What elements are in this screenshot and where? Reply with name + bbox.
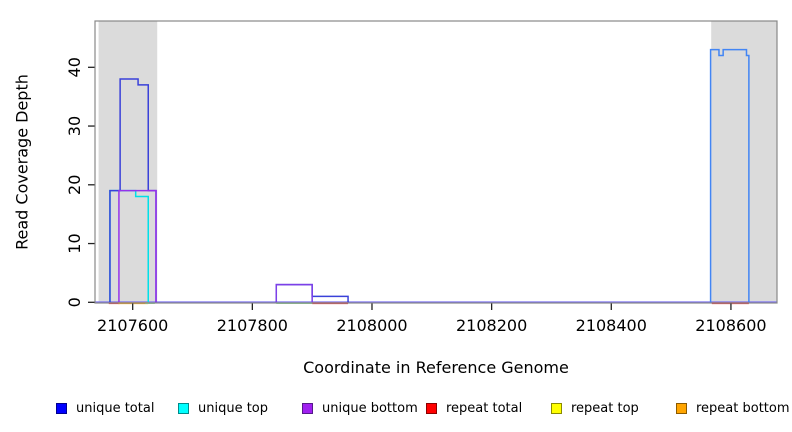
legend-item-repeat-top: repeat top xyxy=(551,399,639,417)
legend-label: repeat bottom xyxy=(696,400,790,416)
legend-item-repeat-total: repeat total xyxy=(426,399,522,417)
plot-box xyxy=(94,20,778,304)
series-line-unique-bottom xyxy=(275,283,313,303)
legend-label: unique total xyxy=(76,400,155,416)
legend-item-unique-total: unique total xyxy=(56,399,154,417)
x-tick-label: 2108200 xyxy=(456,316,527,335)
legend-label: repeat total xyxy=(446,400,523,416)
y-tick-label: 0 xyxy=(65,297,84,307)
highlight-region xyxy=(711,21,777,303)
legend-label: unique bottom xyxy=(322,400,418,416)
repeat-total-swatch-icon xyxy=(426,402,437,414)
x-tick-label: 2108000 xyxy=(336,316,407,335)
series-line-unique-total xyxy=(709,48,750,303)
x-axis-title: Coordinate in Reference Genome xyxy=(303,358,569,377)
legend-label: repeat top xyxy=(571,400,639,416)
unique-total-swatch-icon xyxy=(56,402,67,414)
x-tick-label: 2108600 xyxy=(695,316,766,335)
legend-item-unique-bottom: unique bottom xyxy=(302,399,418,417)
unique-bottom-swatch-icon xyxy=(302,402,313,414)
y-tick-label: 30 xyxy=(65,116,84,136)
x-tick-label: 2108400 xyxy=(576,316,647,335)
y-tick-label: 40 xyxy=(65,57,84,77)
y-tick-label: 10 xyxy=(65,233,84,253)
legend-item-unique-top: unique top xyxy=(178,399,268,417)
unique-top-swatch-icon xyxy=(178,402,189,414)
highlight-region xyxy=(98,21,158,303)
y-axis-title: Read Coverage Depth xyxy=(12,74,32,250)
x-tick-label: 2107800 xyxy=(217,316,288,335)
legend-item-repeat-bottom: repeat bottom xyxy=(676,399,790,417)
legend-label: unique top xyxy=(198,400,269,416)
y-tick-label: 20 xyxy=(65,175,84,195)
x-tick-label: 2107600 xyxy=(97,316,168,335)
repeat-top-swatch-icon xyxy=(551,402,562,414)
series-line-unique-bottom xyxy=(118,189,157,303)
repeat-bottom-swatch-icon xyxy=(676,402,687,414)
